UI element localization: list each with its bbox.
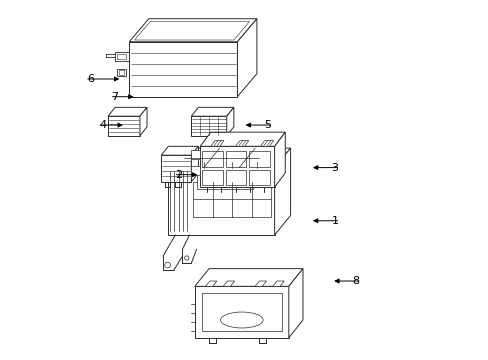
Polygon shape: [161, 155, 191, 182]
Text: 5: 5: [264, 120, 270, 130]
Polygon shape: [195, 286, 288, 338]
Polygon shape: [108, 107, 147, 116]
Polygon shape: [237, 19, 256, 97]
Text: 1: 1: [331, 216, 338, 226]
Polygon shape: [129, 42, 237, 97]
Bar: [202, 170, 223, 185]
Bar: [196, 168, 253, 189]
Polygon shape: [260, 141, 273, 146]
Bar: [225, 170, 246, 185]
Polygon shape: [191, 116, 226, 136]
Bar: [193, 182, 270, 217]
Bar: [249, 151, 269, 167]
Polygon shape: [223, 281, 234, 286]
Polygon shape: [200, 132, 285, 146]
Polygon shape: [108, 116, 140, 136]
Bar: [202, 151, 223, 167]
Polygon shape: [226, 107, 233, 136]
Bar: [115, 52, 129, 61]
Polygon shape: [140, 107, 147, 136]
Bar: [117, 69, 125, 76]
Bar: [202, 293, 281, 330]
Polygon shape: [272, 281, 284, 286]
Polygon shape: [274, 148, 290, 235]
Text: 4: 4: [99, 120, 106, 130]
Bar: [117, 54, 125, 59]
Bar: [249, 170, 269, 185]
Polygon shape: [274, 132, 285, 187]
Polygon shape: [191, 146, 198, 182]
Text: 3: 3: [331, 163, 338, 172]
Bar: [225, 151, 246, 167]
Text: 2: 2: [175, 170, 182, 180]
Polygon shape: [205, 281, 216, 286]
Polygon shape: [191, 150, 200, 158]
Polygon shape: [168, 168, 274, 235]
Bar: [119, 70, 124, 75]
Polygon shape: [168, 148, 290, 168]
Polygon shape: [191, 166, 200, 175]
Polygon shape: [288, 269, 303, 338]
Polygon shape: [210, 141, 224, 146]
Polygon shape: [191, 107, 233, 116]
Ellipse shape: [220, 312, 263, 328]
Polygon shape: [255, 281, 266, 286]
Polygon shape: [195, 269, 303, 286]
Polygon shape: [129, 19, 256, 42]
Polygon shape: [200, 146, 274, 187]
Polygon shape: [161, 146, 198, 155]
Text: 7: 7: [111, 92, 119, 102]
Polygon shape: [235, 141, 248, 146]
Text: 8: 8: [352, 276, 359, 286]
Text: 6: 6: [87, 74, 94, 84]
Polygon shape: [134, 22, 249, 40]
